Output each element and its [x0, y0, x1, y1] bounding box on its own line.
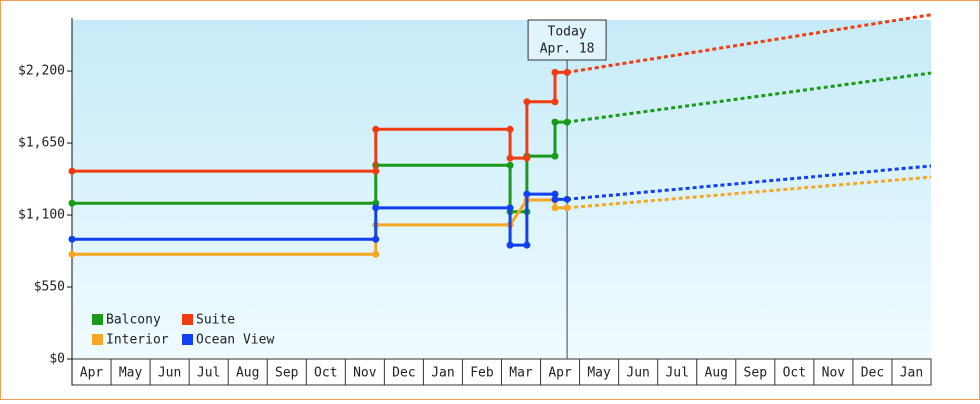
y-tick-label: $550	[34, 280, 65, 295]
x-tick-label: Jun	[626, 366, 649, 381]
x-tick-label: Apr	[548, 366, 572, 381]
x-tick-label: Sep	[275, 366, 299, 381]
price-point	[551, 118, 559, 126]
price-point	[68, 167, 76, 175]
projection-line	[566, 13, 932, 74]
price-point	[523, 154, 531, 162]
legend-label: Suite	[196, 313, 235, 328]
x-tick-label: Jun	[158, 366, 181, 381]
price-point	[506, 241, 514, 249]
price-point	[551, 152, 559, 160]
x-tick-label: Oct	[314, 366, 337, 381]
x-tick-label: Nov	[822, 366, 846, 381]
x-tick-label: Jul	[197, 366, 220, 381]
projection-line	[566, 71, 932, 124]
x-tick-label: Dec	[861, 366, 884, 381]
price-point	[68, 199, 76, 207]
price-point	[563, 68, 571, 76]
legend-label: Interior	[106, 333, 169, 348]
price-point	[68, 250, 76, 258]
price-point	[372, 250, 380, 258]
plot-area	[72, 20, 931, 359]
price-point	[506, 161, 514, 169]
y-tick-label: $2,200	[18, 64, 65, 79]
legend-swatch	[182, 314, 193, 325]
x-tick-label: Apr	[80, 366, 104, 381]
projection-line	[566, 175, 932, 210]
x-tick-label: Aug	[236, 366, 259, 381]
y-tick-label: $0	[49, 352, 65, 367]
legend-label: Ocean View	[196, 333, 274, 348]
x-tick-label: Sep	[744, 366, 768, 381]
x-tick-label: Nov	[353, 366, 377, 381]
price-point	[551, 98, 559, 106]
x-tick-label: Feb	[470, 366, 494, 381]
price-point	[551, 68, 559, 76]
price-line	[72, 70, 568, 173]
projection-line	[566, 164, 932, 201]
price-point	[551, 195, 559, 203]
x-tick-label: Jul	[665, 366, 688, 381]
today-label: Today	[548, 25, 587, 40]
price-point	[506, 125, 514, 133]
legend-swatch	[182, 334, 193, 345]
today-box	[527, 19, 607, 61]
price-point	[372, 167, 380, 175]
x-tick-label: Dec	[392, 366, 415, 381]
price-point	[506, 154, 514, 162]
legend-swatch	[92, 334, 103, 345]
x-tick-label: Oct	[783, 366, 806, 381]
price-point	[372, 125, 380, 133]
x-tick-label: May	[587, 366, 611, 381]
legend-swatch	[92, 314, 103, 325]
x-tick-label: Aug	[705, 366, 728, 381]
price-point	[551, 204, 559, 212]
price-point	[523, 190, 531, 198]
price-point	[523, 241, 531, 249]
y-tick-label: $1,100	[18, 208, 65, 223]
x-tick-label: Jan	[431, 366, 454, 381]
today-label: Apr. 18	[540, 42, 595, 57]
price-point	[551, 190, 559, 198]
x-tick-label: Jan	[900, 366, 923, 381]
price-point	[506, 204, 514, 212]
price-point	[523, 98, 531, 106]
price-point	[563, 118, 571, 126]
price-point	[563, 204, 571, 212]
price-point	[372, 204, 380, 212]
legend-label: Balcony	[106, 313, 161, 328]
x-tick-label: May	[119, 366, 143, 381]
price-point	[68, 235, 76, 243]
price-point	[372, 235, 380, 243]
x-tick-label: Mar	[509, 366, 533, 381]
price-point	[563, 195, 571, 203]
y-tick-label: $1,650	[18, 136, 65, 151]
